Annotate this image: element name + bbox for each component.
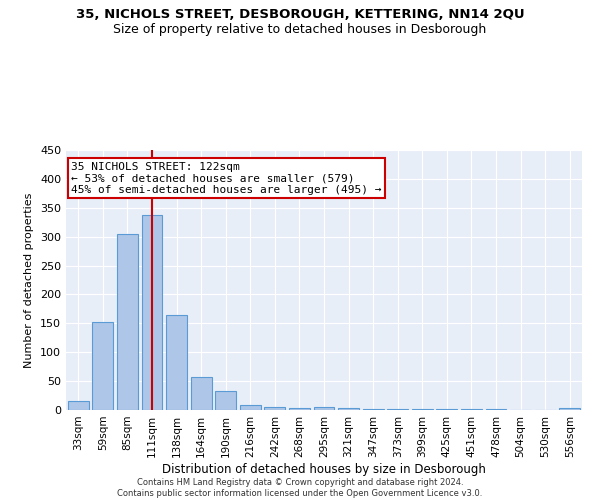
Bar: [314, 407, 334, 410]
Bar: [142, 214, 163, 410]
Bar: [68, 402, 89, 410]
Bar: [559, 408, 580, 410]
Text: 35, NICHOLS STREET, DESBOROUGH, KETTERING, NN14 2QU: 35, NICHOLS STREET, DESBOROUGH, KETTERIN…: [76, 8, 524, 20]
Bar: [166, 314, 187, 410]
Bar: [338, 408, 359, 410]
Bar: [92, 322, 113, 410]
Text: Contains HM Land Registry data © Crown copyright and database right 2024.
Contai: Contains HM Land Registry data © Crown c…: [118, 478, 482, 498]
Bar: [265, 406, 286, 410]
Bar: [191, 377, 212, 410]
X-axis label: Distribution of detached houses by size in Desborough: Distribution of detached houses by size …: [162, 462, 486, 475]
Bar: [289, 408, 310, 410]
Text: 35 NICHOLS STREET: 122sqm
← 53% of detached houses are smaller (579)
45% of semi: 35 NICHOLS STREET: 122sqm ← 53% of detac…: [71, 162, 382, 195]
Bar: [215, 391, 236, 410]
Bar: [362, 409, 383, 410]
Bar: [240, 406, 261, 410]
Bar: [117, 234, 138, 410]
Text: Size of property relative to detached houses in Desborough: Size of property relative to detached ho…: [113, 22, 487, 36]
Y-axis label: Number of detached properties: Number of detached properties: [25, 192, 34, 368]
